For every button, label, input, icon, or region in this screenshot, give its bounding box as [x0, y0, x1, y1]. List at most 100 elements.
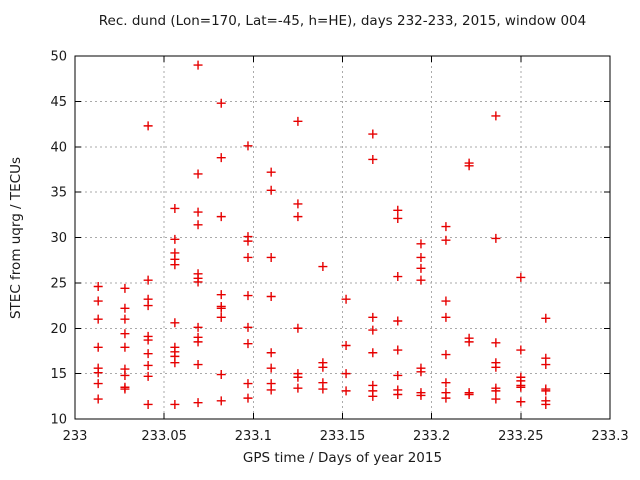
data-point [341, 340, 351, 350]
data-point [143, 349, 153, 359]
data-point [416, 367, 426, 377]
data-point [464, 337, 474, 347]
data-point [243, 141, 253, 151]
data-point [441, 350, 451, 360]
data-point [93, 296, 103, 306]
data-point [541, 313, 551, 323]
data-point [441, 393, 451, 403]
y-tick-label: 25 [50, 276, 67, 291]
data-point [216, 303, 226, 313]
data-point [416, 239, 426, 249]
y-tick-label: 10 [50, 413, 67, 428]
data-point [393, 370, 403, 380]
data-point [293, 116, 303, 126]
data-point [416, 390, 426, 400]
data-point [293, 372, 303, 382]
data-point [491, 362, 501, 372]
y-tick-label: 30 [50, 231, 67, 246]
data-point [93, 282, 103, 292]
data-point [266, 185, 276, 195]
data-point [368, 325, 378, 335]
data-point [416, 275, 426, 285]
data-point [464, 161, 474, 171]
data-point [193, 398, 203, 408]
data-point [120, 384, 130, 394]
data-point [120, 283, 130, 293]
data-point [243, 339, 253, 349]
data-point [393, 316, 403, 326]
data-point [93, 379, 103, 389]
x-tick-label: 233.2 [413, 429, 450, 444]
data-point [341, 294, 351, 304]
data-point [516, 345, 526, 355]
x-tick-label: 233.15 [320, 429, 366, 444]
y-tick-label: 50 [50, 50, 67, 65]
data-point [393, 205, 403, 215]
data-point [541, 399, 551, 409]
y-tick-label: 35 [50, 186, 67, 201]
data-point [266, 363, 276, 373]
y-tick-label: 40 [50, 140, 67, 155]
data-point [170, 399, 180, 409]
data-point [170, 358, 180, 368]
data-point [318, 362, 328, 372]
data-point [216, 370, 226, 380]
data-point [143, 335, 153, 345]
data-point [216, 153, 226, 163]
data-point [143, 301, 153, 311]
data-point [464, 389, 474, 399]
data-point [441, 296, 451, 306]
data-point [541, 360, 551, 370]
y-tick-label: 45 [50, 95, 67, 110]
data-point [120, 342, 130, 352]
data-point [143, 371, 153, 381]
data-point [491, 233, 501, 243]
data-point [193, 60, 203, 70]
data-point [170, 260, 180, 270]
x-tick-label: 233.25 [498, 429, 544, 444]
data-point [318, 262, 328, 272]
data-point [293, 323, 303, 333]
data-point [93, 368, 103, 378]
data-point [266, 252, 276, 262]
data-point [441, 378, 451, 388]
data-point [341, 386, 351, 396]
data-point [143, 399, 153, 409]
data-point [368, 129, 378, 139]
data-point [216, 312, 226, 322]
data-point [170, 203, 180, 213]
data-point [143, 275, 153, 285]
data-point [93, 394, 103, 404]
data-point [393, 345, 403, 355]
data-point [266, 291, 276, 301]
data-point [368, 348, 378, 358]
data-point [170, 318, 180, 328]
data-point [120, 370, 130, 380]
x-tick-label: 233.05 [141, 429, 187, 444]
data-point [491, 386, 501, 396]
data-point [193, 360, 203, 370]
data-point [441, 312, 451, 322]
data-point [243, 379, 253, 389]
data-point [266, 167, 276, 177]
data-point [243, 322, 253, 332]
data-point [143, 121, 153, 131]
data-point [491, 338, 501, 348]
data-point [441, 222, 451, 232]
data-point [318, 384, 328, 394]
data-point [293, 212, 303, 222]
data-point [93, 342, 103, 352]
x-tick-label: 233 [63, 429, 88, 444]
data-point [193, 220, 203, 230]
data-point [368, 154, 378, 164]
data-point [393, 272, 403, 282]
x-tick-label: 233.1 [235, 429, 272, 444]
data-point [491, 394, 501, 404]
data-point [243, 393, 253, 403]
data-point [491, 111, 501, 121]
data-point [193, 337, 203, 347]
data-point [120, 329, 130, 339]
data-point [341, 369, 351, 379]
data-point [393, 213, 403, 223]
